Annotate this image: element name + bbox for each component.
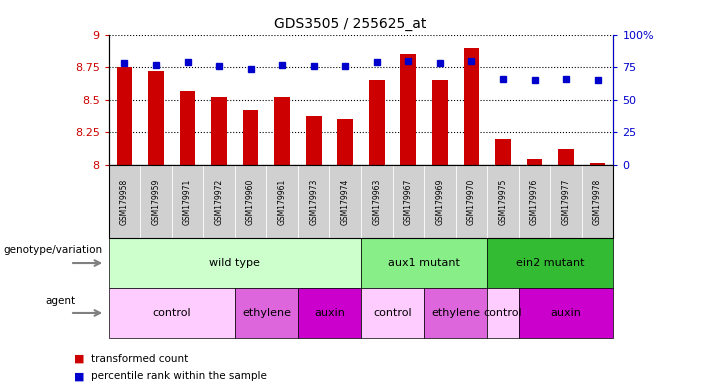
Text: GSM179959: GSM179959 [151,179,161,225]
Bar [432,80,448,165]
Bar [306,116,322,165]
Bar [495,139,511,165]
Text: transformed count: transformed count [91,354,189,364]
Text: ethylene: ethylene [242,308,291,318]
Text: aux1 mutant: aux1 mutant [388,258,460,268]
Text: GSM179975: GSM179975 [498,179,508,225]
Text: GSM179976: GSM179976 [530,179,539,225]
Bar [463,48,479,165]
Text: auxin: auxin [550,308,582,318]
Text: GDS3505 / 255625_at: GDS3505 / 255625_at [274,17,427,31]
Bar [211,97,227,165]
Text: ■: ■ [74,354,84,364]
Text: wild type: wild type [210,258,260,268]
Text: GSM179971: GSM179971 [183,179,192,225]
Text: control: control [152,308,191,318]
Text: GSM179958: GSM179958 [120,179,129,225]
Text: GSM179978: GSM179978 [593,179,602,225]
Text: GSM179961: GSM179961 [278,179,287,225]
Text: ein2 mutant: ein2 mutant [516,258,585,268]
Text: genotype/variation: genotype/variation [4,245,102,255]
Text: ethylene: ethylene [431,308,480,318]
Bar [337,119,353,165]
Bar [558,149,574,165]
Text: GSM179963: GSM179963 [372,179,381,225]
Text: agent: agent [46,296,76,306]
Text: control: control [484,308,522,318]
Bar [148,71,164,165]
Text: percentile rank within the sample: percentile rank within the sample [91,371,267,381]
Bar [116,67,132,165]
Bar [243,110,259,165]
Text: control: control [373,308,412,318]
Text: GSM179977: GSM179977 [562,179,571,225]
Text: GSM179973: GSM179973 [309,179,318,225]
Text: GSM179960: GSM179960 [246,179,255,225]
Text: GSM179974: GSM179974 [341,179,350,225]
Text: GSM179970: GSM179970 [467,179,476,225]
Text: GSM179969: GSM179969 [435,179,444,225]
Text: auxin: auxin [314,308,345,318]
Bar [400,54,416,165]
Bar [369,80,385,165]
Bar [179,91,196,165]
Text: GSM179967: GSM179967 [404,179,413,225]
Bar [274,97,290,165]
Text: GSM179972: GSM179972 [215,179,224,225]
Bar [590,162,606,165]
Bar [526,159,543,165]
Text: ■: ■ [74,371,84,381]
